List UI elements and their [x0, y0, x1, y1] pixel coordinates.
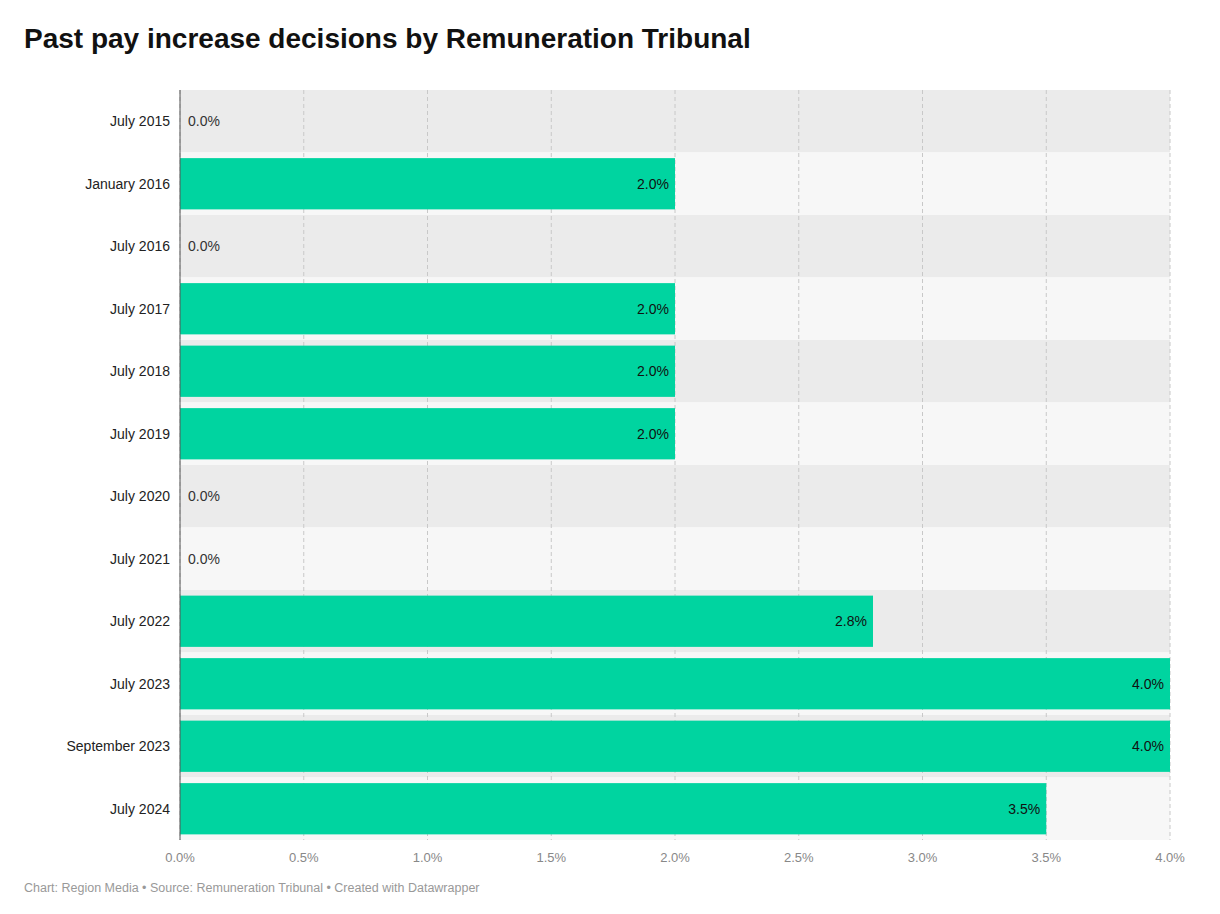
category-label: July 2019	[110, 426, 170, 442]
category-label: July 2022	[110, 613, 170, 629]
category-label: July 2018	[110, 363, 170, 379]
data-label: 2.0%	[637, 426, 669, 442]
y-axis-line	[180, 90, 181, 840]
data-label: 0.0%	[188, 551, 220, 567]
category-label: July 2020	[110, 488, 170, 504]
row-stripe	[180, 590, 1170, 653]
data-label: 3.5%	[1008, 801, 1040, 817]
row-stripe	[180, 403, 1170, 466]
data-label: 0.0%	[188, 238, 220, 254]
category-label: July 2016	[110, 238, 170, 254]
row-stripes	[180, 90, 1170, 840]
bar	[180, 346, 675, 397]
data-label: 0.0%	[188, 488, 220, 504]
data-label: 0.0%	[188, 113, 220, 129]
row-stripe	[180, 715, 1170, 778]
x-tick-label: 1.0%	[413, 850, 443, 865]
category-label: July 2024	[110, 801, 170, 817]
data-label: 2.8%	[835, 613, 867, 629]
x-tick-label: 2.0%	[660, 850, 690, 865]
category-label: July 2023	[110, 676, 170, 692]
category-label: July 2015	[110, 113, 170, 129]
bar	[180, 721, 1170, 772]
bar	[180, 658, 1170, 709]
row-stripe	[180, 778, 1170, 841]
category-label: September 2023	[66, 738, 170, 754]
data-label: 2.0%	[637, 301, 669, 317]
bar	[180, 283, 675, 334]
bar	[180, 408, 675, 459]
x-tick-label: 0.0%	[165, 850, 195, 865]
row-stripe	[180, 153, 1170, 216]
bars	[180, 158, 1170, 834]
row-stripe	[180, 653, 1170, 716]
row-stripe	[180, 340, 1170, 403]
x-tick-label: 0.5%	[289, 850, 319, 865]
row-stripe	[180, 278, 1170, 341]
x-tick-label: 1.5%	[536, 850, 566, 865]
caption: Chart: Region Media • Source: Remunerati…	[24, 881, 480, 895]
x-tick-label: 3.0%	[908, 850, 938, 865]
data-label: 4.0%	[1132, 676, 1164, 692]
data-label: 2.0%	[637, 363, 669, 379]
background	[0, 0, 1220, 914]
data-label: 4.0%	[1132, 738, 1164, 754]
x-tick-label: 2.5%	[784, 850, 814, 865]
title: Past pay increase decisions by Remunerat…	[24, 23, 751, 54]
grid	[180, 90, 1170, 840]
category-label: July 2021	[110, 551, 170, 567]
bar	[180, 783, 1046, 834]
data-label: 2.0%	[637, 176, 669, 192]
category-label: January 2016	[85, 176, 170, 192]
chart-svg: Past pay increase decisions by Remunerat…	[0, 0, 1220, 914]
grid-line	[180, 90, 181, 840]
x-tick-label: 3.5%	[1031, 850, 1061, 865]
bar	[180, 596, 873, 647]
chart-container: Past pay increase decisions by Remunerat…	[0, 0, 1220, 914]
x-tick-label: 4.0%	[1155, 850, 1185, 865]
bar	[180, 158, 675, 209]
category-label: July 2017	[110, 301, 170, 317]
